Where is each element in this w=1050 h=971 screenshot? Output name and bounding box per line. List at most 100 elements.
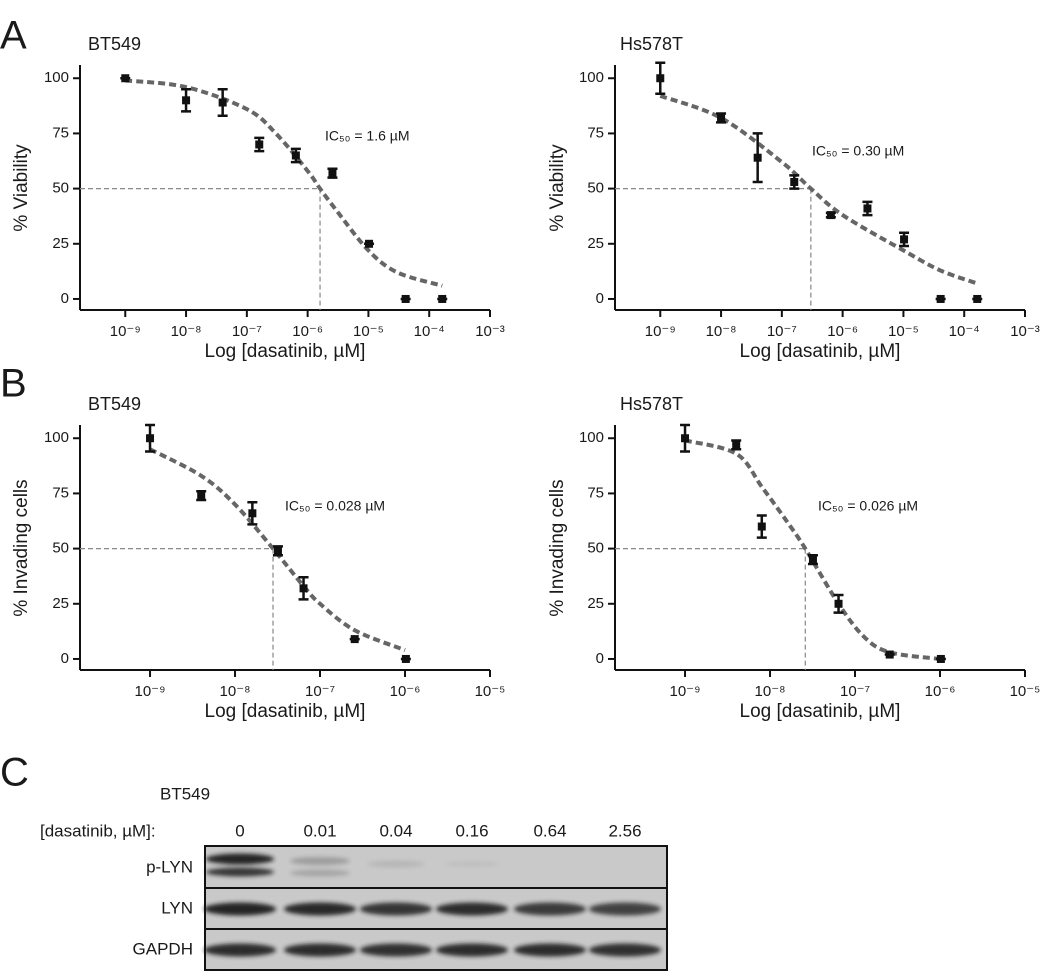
data-point — [885, 650, 894, 659]
x-axis-label: Log [dasatinib, µM] — [205, 341, 366, 362]
y-tick-label: 0 — [596, 290, 604, 307]
x-tick-label: 10⁻⁸ — [706, 323, 737, 340]
data-point — [834, 599, 843, 608]
y-tick-label: 0 — [61, 290, 69, 307]
band — [204, 943, 276, 957]
lane-label: 0.64 — [533, 821, 566, 840]
band — [360, 902, 432, 916]
annotation: IC₅₀ = 0.30 µM — [812, 143, 904, 159]
data-point — [656, 74, 665, 83]
band — [368, 860, 424, 868]
x-tick-label: 10⁻⁵ — [353, 323, 384, 340]
data-point — [753, 153, 762, 162]
x-tick-label: 10⁻⁹ — [670, 683, 701, 700]
y-tick-label: 0 — [596, 650, 604, 667]
y-tick-label: 75 — [587, 124, 604, 141]
lane-label: 2.56 — [608, 821, 641, 840]
blot-strip — [204, 845, 668, 889]
blot-title: BT549 — [160, 784, 210, 803]
lane-label: 0 — [235, 821, 244, 840]
data-point — [936, 294, 945, 303]
chart-title: BT549 — [88, 34, 141, 54]
y-tick-label: 0 — [61, 650, 69, 667]
band — [436, 902, 508, 916]
x-tick-label: 10⁻⁸ — [755, 683, 786, 700]
chart-title: Hs578T — [620, 394, 683, 414]
band — [204, 902, 276, 916]
data-point — [121, 74, 130, 83]
x-tick-label: 10⁻⁴ — [949, 323, 980, 340]
blot-border — [204, 928, 668, 971]
data-point — [401, 294, 410, 303]
data-point — [299, 584, 308, 593]
data-point — [681, 434, 690, 443]
chart-title: BT549 — [88, 394, 141, 414]
row-label: p-LYN — [146, 857, 193, 876]
x-tick-label: 10⁻⁹ — [110, 323, 141, 340]
y-tick-label: 100 — [579, 429, 604, 446]
fit-curve — [684, 438, 941, 661]
y-axis-label: % Viability — [11, 144, 32, 232]
y-tick-label: 50 — [587, 540, 604, 557]
band — [444, 861, 500, 867]
x-tick-label: 10⁻⁹ — [645, 323, 676, 340]
data-point — [900, 235, 909, 244]
band — [436, 943, 508, 957]
y-tick-label: 50 — [52, 540, 69, 557]
panel-label: C — [0, 751, 29, 795]
condition-label: [dasatinib, µM]: — [40, 821, 156, 840]
x-tick-label: 10⁻³ — [1010, 323, 1040, 340]
chart: BT549 % Invading cells Log [dasatinib, µM]… — [11, 394, 505, 722]
data-point — [182, 96, 191, 105]
data-point — [401, 654, 410, 663]
lane-label: 0.04 — [379, 821, 412, 840]
x-tick-label: 10⁻⁵ — [888, 323, 919, 340]
fit-curve — [125, 78, 443, 288]
data-point — [717, 113, 726, 122]
y-axis-label: % Invading cells — [11, 479, 32, 616]
y-axis-label: % Invading cells — [547, 479, 568, 616]
y-tick-label: 25 — [52, 235, 69, 252]
x-tick-label: 10⁻⁵ — [475, 683, 506, 700]
y-tick-label: 25 — [52, 595, 69, 612]
band — [206, 853, 274, 865]
band — [284, 943, 356, 957]
row-label: LYN — [161, 898, 193, 917]
y-tick-label: 50 — [587, 180, 604, 197]
lane-label: 0.01 — [303, 821, 336, 840]
x-axis-label: Log [dasatinib, µM] — [205, 701, 366, 722]
x-tick-label: 10⁻⁷ — [232, 323, 262, 340]
x-tick-label: 10⁻⁶ — [925, 683, 956, 700]
y-tick-label: 75 — [587, 484, 604, 501]
panel-label: A — [0, 14, 27, 58]
x-tick-label: 10⁻⁷ — [767, 323, 797, 340]
y-tick-label: 75 — [52, 484, 69, 501]
x-axis-label: Log [dasatinib, µM] — [740, 341, 901, 362]
band — [589, 943, 661, 957]
x-tick-label: 10⁻⁵ — [1010, 683, 1041, 700]
band — [589, 902, 661, 916]
band — [360, 943, 432, 957]
band — [514, 943, 586, 957]
data-point — [973, 294, 982, 303]
chart: Hs578T % Viability Log [dasatinib, µM] 0 25 5… — [547, 34, 1040, 362]
chart: BT549 % Viability Log [dasatinib, µM] 0 25 50… — [11, 34, 505, 362]
x-tick-label: 10⁻⁸ — [171, 323, 202, 340]
x-tick-label: 10⁻⁷ — [305, 683, 335, 700]
x-tick-label: 10⁻⁸ — [220, 683, 251, 700]
band — [290, 869, 350, 877]
x-tick-label: 10⁻⁴ — [414, 323, 445, 340]
data-point — [936, 654, 945, 663]
band — [514, 902, 586, 916]
data-point — [146, 434, 155, 443]
data-point — [273, 546, 282, 555]
x-tick-label: 10⁻⁷ — [840, 683, 870, 700]
chart-title: Hs578T — [620, 34, 683, 54]
x-tick-label: 10⁻⁶ — [390, 683, 421, 700]
row-label: GAPDH — [133, 939, 193, 958]
data-point — [826, 211, 835, 220]
fit-curve — [149, 447, 406, 652]
data-point — [365, 239, 374, 248]
annotation: IC₅₀ = 1.6 µM — [325, 128, 410, 144]
